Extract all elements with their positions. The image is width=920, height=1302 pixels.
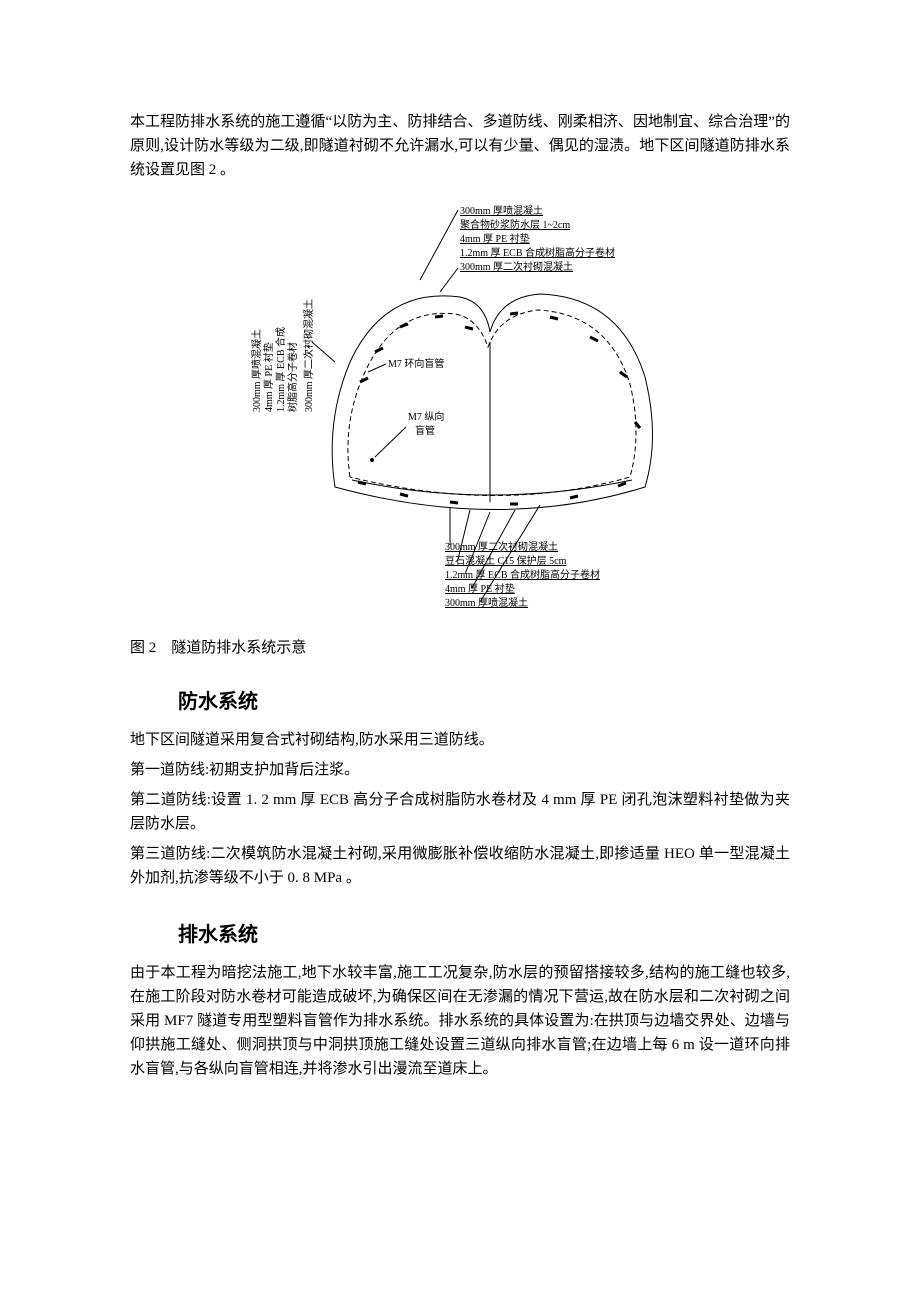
- bot-label-2: 豆石混凝土 C15 保护层 5cm: [445, 554, 567, 567]
- tunnel-section: [332, 294, 652, 510]
- left-label-5: 300mm 厚二次衬砌混凝土: [302, 299, 315, 412]
- left-label-3: 1.2mm 厚 ECB 合成: [274, 327, 287, 412]
- top-label-1: 300mm 厚喷混凝土: [460, 204, 543, 217]
- top-label-4: 1.2mm 厚 ECB 合成树脂高分子卷材: [460, 246, 615, 259]
- bottom-callouts: 300mm 厚二次衬砌混凝土 豆石混凝土 C15 保护层 5cm 1.2mm 厚…: [445, 505, 600, 609]
- mid-callouts: M7 环向盲管 M7 纵向 盲管: [368, 357, 444, 462]
- bot-label-1: 300mm 厚二次衬砌混凝土: [445, 540, 558, 553]
- figure-2-container: 300mm 厚喷混凝土 聚合物砂浆防水层 1~2cm 4mm 厚 PE 衬垫 1…: [130, 202, 790, 622]
- left-label-2: 4mm 厚 PE 衬垫: [262, 342, 275, 412]
- ring-blind-pipe-label: M7 环向盲管: [388, 357, 444, 370]
- wp-p3: 第二道防线:设置 1. 2 mm 厚 ECB 高分子合成树脂防水卷材及 4 mm…: [130, 788, 790, 836]
- document-page: 本工程防排水系统的施工遵循“以防为主、防排结合、多道防线、刚柔相济、因地制宜、综…: [0, 0, 920, 1147]
- wp-p1: 地下区间隧道采用复合式衬砌结构,防水采用三道防线。: [130, 728, 790, 752]
- wp-p4: 第三道防线:二次模筑防水混凝土衬砌,采用微膨胀补偿收缩防水混凝土,即掺适量 HE…: [130, 842, 790, 890]
- bot-label-4: 4mm 厚 PE 衬垫: [445, 582, 515, 595]
- heading-drainage: 排水系统: [178, 918, 790, 947]
- top-label-5: 300mm 厚二次衬砌混凝土: [460, 260, 573, 273]
- drain-p1: 由于本工程为暗挖法施工,地下水较丰富,施工工况复杂,防水层的预留搭接较多,结构的…: [130, 961, 790, 1081]
- left-label-1: 300mm 厚喷混凝土: [250, 329, 263, 412]
- top-label-2: 聚合物砂浆防水层 1~2cm: [460, 218, 570, 231]
- figure-2-svg: 300mm 厚喷混凝土 聚合物砂浆防水层 1~2cm 4mm 厚 PE 衬垫 1…: [240, 202, 680, 622]
- left-leader: [312, 342, 335, 362]
- figure-2-caption: 图 2 隧道防排水系统示意: [130, 636, 790, 657]
- top-callouts: 300mm 厚喷混凝土 聚合物砂浆防水层 1~2cm 4mm 厚 PE 衬垫 1…: [420, 204, 615, 292]
- left-callouts: 300mm 厚喷混凝土 4mm 厚 PE 衬垫 1.2mm 厚 ECB 合成 树…: [250, 299, 315, 412]
- heading-waterproof: 防水系统: [178, 685, 790, 714]
- top-label-3: 4mm 厚 PE 衬垫: [460, 232, 530, 245]
- bot-label-3: 1.2mm 厚 ECB 合成树脂高分子卷材: [445, 568, 600, 581]
- long-blind-pipe-label-1: M7 纵向: [408, 410, 444, 423]
- left-label-4: 树脂高分子卷材: [286, 342, 299, 412]
- long-blind-pipe-label-2: 盲管: [415, 424, 435, 437]
- intro-paragraph: 本工程防排水系统的施工遵循“以防为主、防排结合、多道防线、刚柔相济、因地制宜、综…: [130, 110, 790, 182]
- wp-p2: 第一道防线:初期支护加背后注浆。: [130, 758, 790, 782]
- bot-label-5: 300mm 厚喷混凝土: [445, 596, 528, 609]
